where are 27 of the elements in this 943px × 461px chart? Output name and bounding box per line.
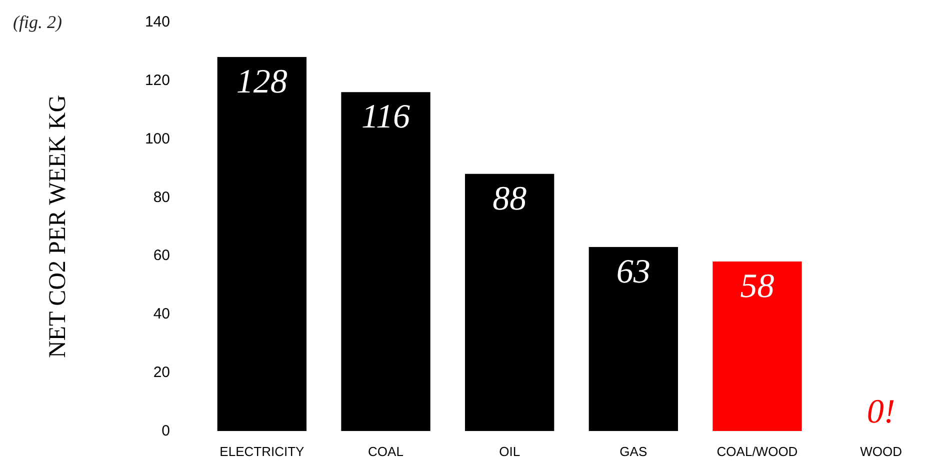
y-tick-label: 40 xyxy=(153,306,170,323)
data-label: 128 xyxy=(236,64,288,101)
y-tick-label: 0 xyxy=(162,422,170,440)
x-tick-label: GAS xyxy=(620,444,648,459)
x-tick-label: OIL xyxy=(499,444,520,459)
data-label: 63 xyxy=(616,253,650,290)
bar xyxy=(588,246,678,431)
y-tick-label: 80 xyxy=(153,188,170,206)
y-tick-label: 20 xyxy=(153,364,170,382)
y-tick-label: 60 xyxy=(153,247,170,264)
data-label: 88 xyxy=(492,180,527,218)
text: (fig. 2) xyxy=(13,12,62,32)
y-tick-label: 140 xyxy=(144,14,170,30)
bar xyxy=(217,57,306,431)
y-tick-label: 120 xyxy=(144,72,170,89)
bar xyxy=(465,174,554,431)
data-label: 0! xyxy=(866,394,896,430)
bar xyxy=(712,262,802,431)
bar xyxy=(341,92,430,431)
x-tick-label: ELECTRICITY xyxy=(220,444,304,459)
x-tick-label: WOOD xyxy=(860,444,902,459)
y-tick-label: 100 xyxy=(144,130,170,148)
data-label: 116 xyxy=(362,98,410,136)
x-tick-label: COAL/WOOD xyxy=(716,444,798,459)
y-axis-title: NET CO2 PER WEEK KG xyxy=(45,94,71,358)
x-tick-label: COAL xyxy=(368,444,404,459)
data-label: 58 xyxy=(740,268,774,306)
